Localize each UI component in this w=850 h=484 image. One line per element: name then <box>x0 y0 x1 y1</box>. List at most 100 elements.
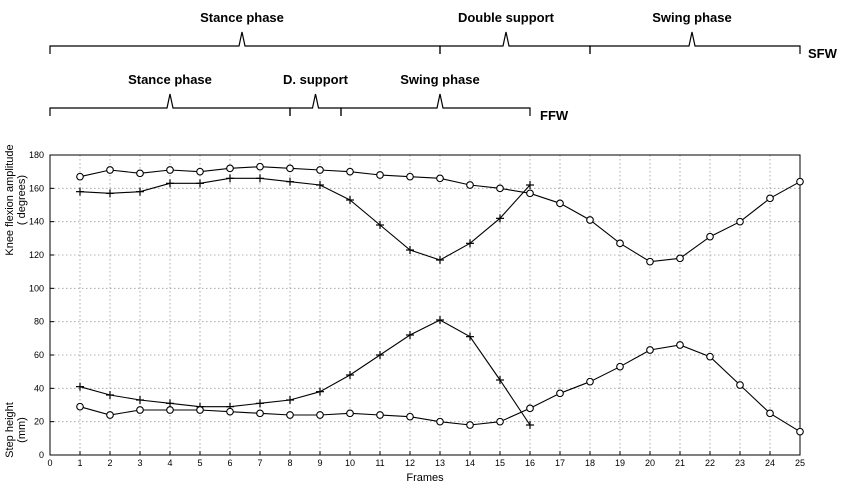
data-point-circle <box>736 217 744 226</box>
data-point-circle <box>106 411 114 419</box>
data-point-circle <box>466 181 474 189</box>
data-point-circle <box>136 406 144 414</box>
data-point-plus <box>286 177 294 186</box>
x-tick-label: 21 <box>675 458 685 468</box>
data-point-circle <box>196 406 204 414</box>
phase-label: Stance phase <box>200 10 284 25</box>
data-point-plus <box>376 351 384 359</box>
x-tick-label: 15 <box>495 458 505 468</box>
data-point-circle <box>346 167 354 176</box>
data-point-plus <box>256 399 264 408</box>
data-point-circle <box>556 199 564 208</box>
data-point-plus <box>106 189 114 198</box>
data-point-circle <box>586 216 594 224</box>
data-point-circle <box>256 162 264 171</box>
x-tick-label: 25 <box>795 458 805 468</box>
phase-label: D. support <box>283 72 349 87</box>
series-1 <box>76 174 534 264</box>
data-point-circle <box>676 254 684 263</box>
data-point-plus <box>256 174 264 183</box>
data-point-circle <box>316 411 324 419</box>
data-point-circle <box>436 417 444 426</box>
data-point-circle <box>796 177 804 186</box>
data-point-circle <box>286 164 294 173</box>
data-point-plus <box>226 174 234 183</box>
phase-ffw-4: D. support <box>283 72 349 116</box>
data-point-circle <box>616 362 624 371</box>
data-point-circle <box>736 381 744 389</box>
data-point-circle <box>406 412 414 421</box>
data-point-circle <box>106 166 114 174</box>
y-tick-label: 180 <box>29 150 44 160</box>
data-point-circle <box>196 167 204 176</box>
data-point-plus <box>346 371 354 379</box>
data-point-circle <box>256 409 264 418</box>
series-line-1 <box>79 177 531 261</box>
data-point-plus <box>346 196 354 204</box>
x-tick-label: 5 <box>197 458 202 468</box>
y-tick-label: 140 <box>29 217 44 227</box>
series-3 <box>76 341 804 436</box>
data-point-circle <box>496 417 504 426</box>
data-point-plus <box>166 179 174 188</box>
y-axis-title-step: Step height <box>4 402 16 458</box>
phase-brace <box>589 31 801 54</box>
y-axis-unit-step: (mm) <box>16 417 28 443</box>
y-tick-label: 120 <box>29 250 44 260</box>
data-point-plus <box>76 187 84 196</box>
x-tick-label: 14 <box>465 458 475 468</box>
data-point-circle <box>556 389 564 398</box>
data-point-plus <box>496 214 504 223</box>
x-tick-label: 4 <box>167 458 172 468</box>
gait-label-sfw: SFW <box>808 46 838 61</box>
x-tick-label: 3 <box>137 458 142 468</box>
data-point-circle <box>526 189 534 198</box>
x-tick-label: 10 <box>345 458 355 468</box>
data-point-circle <box>346 409 354 418</box>
data-point-plus <box>196 179 204 188</box>
data-point-circle <box>706 352 714 361</box>
y-tick-label: 0 <box>39 450 44 460</box>
x-tick-label: 20 <box>645 458 655 468</box>
x-tick-label: 23 <box>735 458 745 468</box>
data-point-plus <box>136 396 144 404</box>
data-point-plus <box>166 399 174 408</box>
y-axis-unit-knee: ( degrees) <box>16 175 28 225</box>
axis-ticks: 0 1 2 3 4 5 6 7 8 9 10 11 12 13 14 15 16 17 18 19 20 21 22 23 24… <box>29 150 805 468</box>
data-point-plus <box>136 187 144 196</box>
data-point-plus <box>406 246 414 254</box>
y-tick-label: 80 <box>34 317 44 327</box>
x-tick-label: 16 <box>525 458 535 468</box>
x-tick-label: 6 <box>227 458 232 468</box>
data-point-circle <box>646 346 654 354</box>
data-point-circle <box>526 404 534 413</box>
series-2 <box>76 316 534 429</box>
x-tick-label: 7 <box>257 458 262 468</box>
phase-brace <box>289 93 342 116</box>
data-point-circle <box>226 164 234 173</box>
data-point-circle <box>796 427 804 436</box>
data-point-plus <box>466 239 474 248</box>
data-point-circle <box>646 257 654 266</box>
y-axis-title-knee: Knee flexion amplitude <box>4 144 16 255</box>
data-point-circle <box>76 402 84 411</box>
y-tick-label: 160 <box>29 183 44 193</box>
y-tick-label: 60 <box>34 350 44 360</box>
phase-label: Swing phase <box>652 10 731 25</box>
data-point-circle <box>376 411 384 419</box>
data-point-plus <box>286 396 294 404</box>
x-tick-label: 8 <box>287 458 292 468</box>
y-tick-label: 40 <box>34 383 44 393</box>
data-point-circle <box>616 239 624 248</box>
plot-frame <box>49 154 801 456</box>
data-point-circle <box>466 421 474 429</box>
y-tick-label: 20 <box>34 417 44 427</box>
data-point-plus <box>76 382 84 391</box>
x-tick-label: 19 <box>615 458 625 468</box>
data-point-plus <box>406 331 414 339</box>
y-tick-label: 100 <box>29 283 44 293</box>
data-point-plus <box>376 221 384 229</box>
x-tick-label: 1 <box>77 458 82 468</box>
phase-label: Double support <box>458 10 555 25</box>
